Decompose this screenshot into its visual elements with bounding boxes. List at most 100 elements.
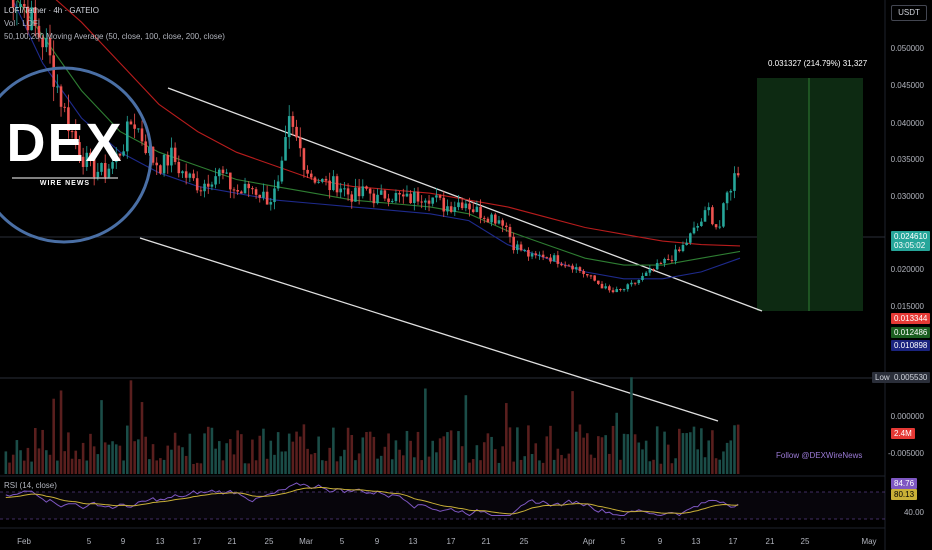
volume-bar bbox=[85, 460, 89, 474]
x-tick: May bbox=[861, 537, 877, 546]
volume-bar bbox=[431, 440, 435, 474]
candle-body bbox=[401, 194, 405, 197]
candle-body bbox=[527, 249, 530, 257]
candle-body bbox=[321, 178, 324, 182]
currency-button[interactable]: USDT bbox=[891, 5, 927, 21]
volume-bar bbox=[600, 437, 604, 474]
candle-body bbox=[162, 154, 166, 174]
volume-bar bbox=[276, 432, 280, 474]
candle-body bbox=[493, 214, 497, 224]
candle-body bbox=[630, 282, 633, 285]
volume-bar bbox=[262, 428, 265, 474]
volume-bar bbox=[346, 427, 350, 474]
volume-bar bbox=[339, 456, 343, 474]
candle-body bbox=[541, 254, 545, 258]
volume-bar bbox=[383, 446, 387, 474]
volume-bar bbox=[8, 462, 11, 474]
candle-body bbox=[549, 257, 552, 262]
volume-bar bbox=[633, 434, 637, 474]
volume-bar bbox=[711, 430, 714, 474]
candle-body bbox=[56, 86, 59, 88]
volume-bar bbox=[685, 433, 688, 474]
candle-body bbox=[523, 249, 527, 251]
candle-body bbox=[52, 55, 55, 87]
candle-body bbox=[677, 249, 681, 252]
x-tick: 13 bbox=[691, 537, 701, 546]
volume-bar bbox=[372, 436, 376, 474]
volume-bar bbox=[188, 433, 192, 474]
candle-body bbox=[48, 37, 52, 56]
volume-bar bbox=[552, 459, 556, 474]
channel-lower-line[interactable] bbox=[139, 237, 719, 422]
x-tick: 5 bbox=[620, 537, 626, 546]
volume-bar bbox=[700, 428, 703, 474]
volume-bar bbox=[324, 460, 328, 474]
candle-body bbox=[339, 188, 343, 193]
volume-bar bbox=[611, 425, 615, 474]
y-tick: -0.005000 bbox=[887, 449, 924, 458]
current-price-tag: 0.024610 03:05:02 bbox=[891, 231, 931, 251]
y-tick: 0.000000 bbox=[890, 412, 924, 421]
candle-body bbox=[206, 183, 210, 187]
volume-bar bbox=[125, 425, 129, 474]
volume-bar bbox=[162, 459, 166, 474]
candle-body bbox=[427, 200, 431, 204]
volume-bar bbox=[155, 460, 159, 474]
candle-body bbox=[479, 206, 482, 218]
volume-bar bbox=[100, 400, 103, 474]
candle-body bbox=[604, 286, 607, 289]
volume-bar bbox=[89, 433, 92, 474]
candle-body bbox=[96, 171, 100, 178]
candle-body bbox=[343, 188, 346, 190]
candle-body bbox=[666, 258, 670, 260]
candle-body bbox=[280, 160, 284, 182]
symbol-title[interactable]: LOFI/Tether · 4h · GATEIO bbox=[4, 6, 99, 15]
candle-body bbox=[446, 206, 449, 212]
candle-body bbox=[637, 279, 641, 284]
volume-bar bbox=[615, 412, 619, 474]
candle-body bbox=[486, 218, 490, 223]
ma-legend[interactable]: 50,100,200 Moving Average (50, close, 10… bbox=[4, 32, 225, 41]
volume-bar bbox=[74, 450, 78, 474]
candle-body bbox=[243, 183, 247, 194]
y-tick: 0.045000 bbox=[890, 81, 924, 90]
candle-body bbox=[674, 249, 677, 261]
candle-body bbox=[449, 206, 453, 212]
candle-body bbox=[210, 184, 214, 187]
low-value-tag: 0.005530 bbox=[891, 372, 931, 383]
volume-legend[interactable]: Vol · LOFI bbox=[4, 19, 41, 28]
volume-bar bbox=[560, 454, 563, 474]
candle-body bbox=[74, 131, 78, 143]
candle-body bbox=[70, 131, 74, 133]
volume-bar bbox=[630, 377, 633, 474]
target-measure-box[interactable] bbox=[757, 78, 863, 311]
volume-bar bbox=[229, 439, 232, 474]
candle-body bbox=[556, 255, 560, 264]
volume-bar bbox=[501, 446, 504, 474]
candle-body bbox=[585, 274, 589, 276]
candle-body bbox=[85, 152, 89, 167]
candle-body bbox=[659, 262, 663, 264]
candle-body bbox=[733, 173, 736, 191]
candle-body bbox=[365, 186, 368, 189]
volume-bar bbox=[291, 441, 295, 474]
volume-bar bbox=[265, 458, 269, 474]
rsi-legend[interactable]: RSI (14, close) bbox=[4, 481, 57, 490]
candle-body bbox=[19, 4, 22, 8]
volume-bar bbox=[232, 454, 236, 474]
volume-bar bbox=[225, 443, 228, 474]
candle-body bbox=[457, 202, 460, 208]
candle-body bbox=[379, 190, 383, 195]
candle-body bbox=[291, 116, 295, 127]
volume-bar bbox=[655, 426, 659, 474]
candle-body bbox=[372, 193, 376, 204]
volume-bar bbox=[254, 460, 258, 474]
volume-bar bbox=[247, 463, 251, 474]
candle-body bbox=[516, 244, 519, 251]
volume-bar bbox=[405, 430, 409, 474]
candle-body bbox=[67, 107, 70, 132]
candle-body bbox=[468, 203, 471, 210]
candle-body bbox=[125, 121, 129, 152]
volume-bars bbox=[4, 377, 740, 474]
